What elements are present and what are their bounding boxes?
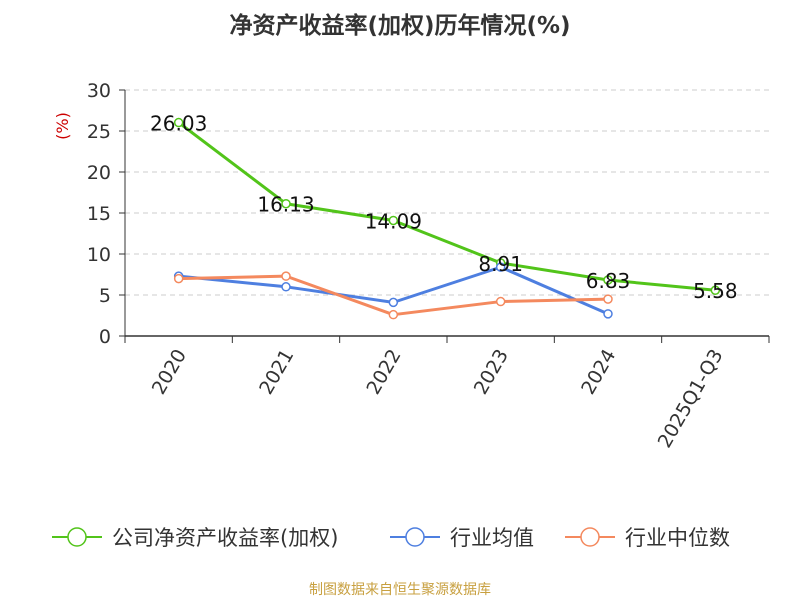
data-point-2 — [281, 271, 291, 281]
x-tick-label: 2024 — [577, 346, 620, 399]
legend: 公司净资产收益率(加权) 行业均值 行业中位数 — [52, 526, 730, 550]
legend-item: 行业中位数 — [565, 526, 730, 550]
data-labels: 26.03 16.13 14.09 8.91 6.83 5.58 — [150, 112, 738, 304]
series-line-0 — [177, 121, 716, 292]
x-tick-label: 2023 — [470, 346, 513, 399]
data-point-2 — [173, 273, 184, 284]
data-point-0 — [173, 117, 184, 128]
data-point-0 — [388, 215, 399, 226]
y-axis-label: (%) — [53, 112, 72, 140]
y-tick-label: 10 — [87, 244, 111, 266]
legend-label: 行业中位数 — [625, 526, 730, 550]
legend-label: 行业均值 — [450, 526, 534, 550]
chart-title: 净资产收益率(加权)历年情况(%) — [229, 12, 570, 39]
y-tick-label: 25 — [87, 121, 111, 143]
y-tick-label: 15 — [87, 203, 111, 225]
source-note: 制图数据来自恒生聚源数据库 — [309, 582, 491, 598]
legend-item: 行业均值 — [390, 526, 534, 550]
grid-lines — [125, 89, 769, 296]
data-label: 8.91 — [478, 252, 523, 276]
data-point-1 — [388, 297, 399, 308]
x-tick-label: 2020 — [148, 346, 191, 399]
legend-item: 公司净资产收益率(加权) — [52, 526, 338, 550]
data-label: 16.13 — [257, 193, 314, 217]
data-point-1 — [495, 262, 506, 272]
data-point-0 — [281, 198, 291, 209]
data-point-2 — [603, 294, 613, 304]
y-tick-label: 0 — [99, 326, 111, 348]
legend-marker — [580, 527, 600, 547]
data-label: 5.58 — [693, 279, 738, 303]
y-tick-label: 20 — [87, 162, 111, 184]
data-point-0 — [710, 285, 721, 295]
legend-marker — [405, 527, 425, 547]
data-point-0 — [603, 275, 613, 285]
data-label: 26.03 — [150, 112, 207, 136]
x-tick-label: 2025Q1-Q3 — [654, 346, 728, 452]
data-point-2 — [388, 309, 399, 320]
axes: 0 5 10 15 20 25 30 2020 2021 2022 2023 2024 2025Q1-Q… — [87, 80, 770, 452]
data-point-1 — [281, 282, 291, 292]
y-tick-label: 5 — [99, 285, 111, 307]
data-point-1 — [603, 309, 613, 319]
legend-marker — [67, 527, 87, 547]
data-point-2 — [495, 296, 506, 307]
x-tick-label: 2022 — [362, 346, 405, 399]
y-tick-label: 30 — [87, 80, 111, 102]
legend-label: 公司净资产收益率(加权) — [112, 526, 338, 550]
data-label: 6.83 — [586, 269, 631, 293]
x-tick-label: 2021 — [255, 346, 298, 399]
data-label: 14.09 — [365, 209, 422, 233]
series-lines — [173, 117, 721, 320]
